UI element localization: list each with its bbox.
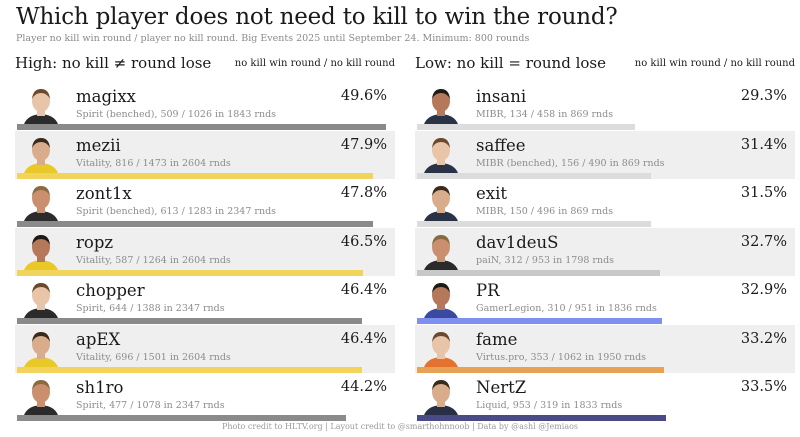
player-name: apEX bbox=[76, 329, 121, 349]
player-name: NertZ bbox=[476, 378, 527, 397]
player-name: chopper bbox=[76, 281, 145, 300]
value-label: 46.4% bbox=[340, 282, 387, 298]
value-bar bbox=[17, 172, 373, 179]
value-label: 46.4% bbox=[340, 330, 387, 347]
player-photo bbox=[417, 230, 465, 274]
player-photo bbox=[17, 84, 65, 128]
player-name: PR bbox=[476, 281, 500, 300]
value-label: 31.5% bbox=[740, 185, 787, 201]
player-photo bbox=[17, 327, 65, 371]
player-name: saffee bbox=[476, 135, 526, 155]
player-row: insani MIBR, 134 / 458 in 869 rnds 29.3% bbox=[415, 82, 795, 131]
player-row: chopper Spirit, 644 / 1388 in 2347 rnds 46… bbox=[15, 276, 395, 325]
value-bar bbox=[417, 124, 635, 130]
player-row: fame Virtus.pro, 353 / 1062 in 1950 rnds 3… bbox=[415, 324, 795, 373]
player-name: zont1x bbox=[76, 184, 132, 203]
player-photo bbox=[17, 181, 65, 225]
high-panel-rows: magixx Spirit (benched), 509 / 1026 in 18… bbox=[15, 82, 395, 422]
player-name: exit bbox=[476, 184, 507, 203]
value-label: 29.3% bbox=[740, 88, 787, 104]
player-detail: Vitality, 587 / 1264 in 2604 rnds bbox=[76, 254, 231, 266]
player-detail: MIBR (benched), 156 / 490 in 869 rnds bbox=[476, 157, 665, 169]
player-detail: Liquid, 953 / 319 in 1833 rnds bbox=[476, 400, 623, 411]
low-panel-rows: insani MIBR, 134 / 458 in 869 rnds 29.3% sa… bbox=[415, 82, 795, 422]
player-photo bbox=[417, 278, 465, 322]
player-row: sh1ro Spirit, 477 / 1078 in 2347 rnds 44.2… bbox=[15, 373, 395, 422]
value-label: 32.9% bbox=[740, 282, 787, 298]
player-name: ropz bbox=[76, 232, 114, 252]
value-label: 32.7% bbox=[740, 233, 787, 250]
low-panel-title: Low: no kill = round lose bbox=[415, 54, 606, 72]
player-detail: Spirit (benched), 509 / 1026 in 1843 rnd… bbox=[76, 109, 277, 120]
value-bar bbox=[17, 415, 346, 421]
player-photo bbox=[417, 327, 465, 371]
player-photo bbox=[17, 278, 65, 322]
value-label: 47.9% bbox=[340, 136, 387, 153]
player-row: zont1x Spirit (benched), 613 / 1283 in 23… bbox=[15, 179, 395, 228]
low-panel: Low: no kill = round lose no kill win ro… bbox=[415, 52, 795, 422]
player-photo bbox=[17, 230, 65, 274]
player-detail: GamerLegion, 310 / 951 in 1836 rnds bbox=[476, 303, 657, 314]
player-row: NertZ Liquid, 953 / 319 in 1833 rnds 33.5% bbox=[415, 373, 795, 422]
player-name: sh1ro bbox=[76, 378, 124, 397]
player-detail: Virtus.pro, 353 / 1062 in 1950 rnds bbox=[476, 351, 647, 363]
value-bar bbox=[417, 221, 651, 227]
player-detail: Vitality, 816 / 1473 in 2604 rnds bbox=[76, 157, 231, 169]
player-row: mezii Vitality, 816 / 1473 in 2604 rnds 47… bbox=[15, 130, 395, 179]
player-detail: Spirit (benched), 613 / 1283 in 2347 rnd… bbox=[76, 206, 277, 217]
high-panel-metric-label: no kill win round / no kill round bbox=[234, 58, 395, 69]
player-photo bbox=[17, 375, 65, 419]
player-detail: Spirit, 477 / 1078 in 2347 rnds bbox=[76, 400, 225, 411]
player-photo bbox=[417, 133, 465, 177]
player-row: exit MIBR, 150 / 496 in 869 rnds 31.5% bbox=[415, 179, 795, 228]
value-bar bbox=[417, 269, 660, 276]
player-name: magixx bbox=[76, 87, 136, 106]
value-label: 31.4% bbox=[740, 136, 787, 153]
value-bar bbox=[417, 318, 662, 324]
player-detail: paiN, 312 / 953 in 1798 rnds bbox=[476, 254, 615, 266]
player-photo bbox=[417, 375, 465, 419]
player-row: PR GamerLegion, 310 / 951 in 1836 rnds 32.… bbox=[415, 276, 795, 325]
player-detail: Vitality, 696 / 1501 in 2604 rnds bbox=[76, 351, 231, 363]
value-label: 47.8% bbox=[340, 185, 387, 201]
player-row: ropz Vitality, 587 / 1264 in 2604 rnds 46.… bbox=[15, 227, 395, 276]
value-bar bbox=[417, 172, 651, 179]
value-bar bbox=[417, 366, 664, 373]
chart-subtitle: Player no kill win round / player no kil… bbox=[16, 33, 530, 44]
value-label: 49.6% bbox=[340, 88, 387, 104]
player-photo bbox=[17, 133, 65, 177]
value-label: 33.5% bbox=[740, 379, 787, 395]
high-panel: High: no kill ≠ round lose no kill win r… bbox=[15, 52, 395, 422]
player-detail: Spirit, 644 / 1388 in 2347 rnds bbox=[76, 303, 225, 314]
high-panel-header: High: no kill ≠ round lose no kill win r… bbox=[15, 52, 395, 82]
value-bar bbox=[17, 318, 362, 324]
chart-credits: Photo credit to HLTV.org | Layout credit… bbox=[221, 422, 579, 431]
value-bar bbox=[17, 269, 363, 276]
value-label: 33.2% bbox=[740, 330, 787, 347]
player-photo bbox=[417, 181, 465, 225]
player-name: fame bbox=[476, 329, 518, 349]
chart-title: Which player does not need to kill to wi… bbox=[16, 4, 618, 30]
player-row: dav1deuS paiN, 312 / 953 in 1798 rnds 32.7… bbox=[415, 227, 795, 276]
player-name: insani bbox=[476, 87, 527, 106]
value-bar bbox=[417, 415, 666, 421]
high-panel-title: High: no kill ≠ round lose bbox=[15, 54, 212, 72]
value-bar bbox=[17, 124, 386, 130]
value-label: 46.5% bbox=[340, 233, 387, 250]
player-row: magixx Spirit (benched), 509 / 1026 in 18… bbox=[15, 82, 395, 131]
low-panel-header: Low: no kill = round lose no kill win ro… bbox=[415, 52, 795, 82]
player-row: apEX Vitality, 696 / 1501 in 2604 rnds 46.… bbox=[15, 324, 395, 373]
value-label: 44.2% bbox=[340, 379, 387, 395]
value-bar bbox=[17, 366, 362, 373]
player-photo bbox=[417, 84, 465, 128]
player-name: dav1deuS bbox=[476, 232, 559, 252]
player-row: saffee MIBR (benched), 156 / 490 in 869 r… bbox=[415, 130, 795, 179]
low-panel-metric-label: no kill win round / no kill round bbox=[634, 58, 795, 69]
player-detail: MIBR, 150 / 496 in 869 rnds bbox=[476, 206, 614, 217]
player-detail: MIBR, 134 / 458 in 869 rnds bbox=[476, 109, 614, 120]
player-name: mezii bbox=[76, 135, 121, 155]
value-bar bbox=[17, 221, 373, 227]
